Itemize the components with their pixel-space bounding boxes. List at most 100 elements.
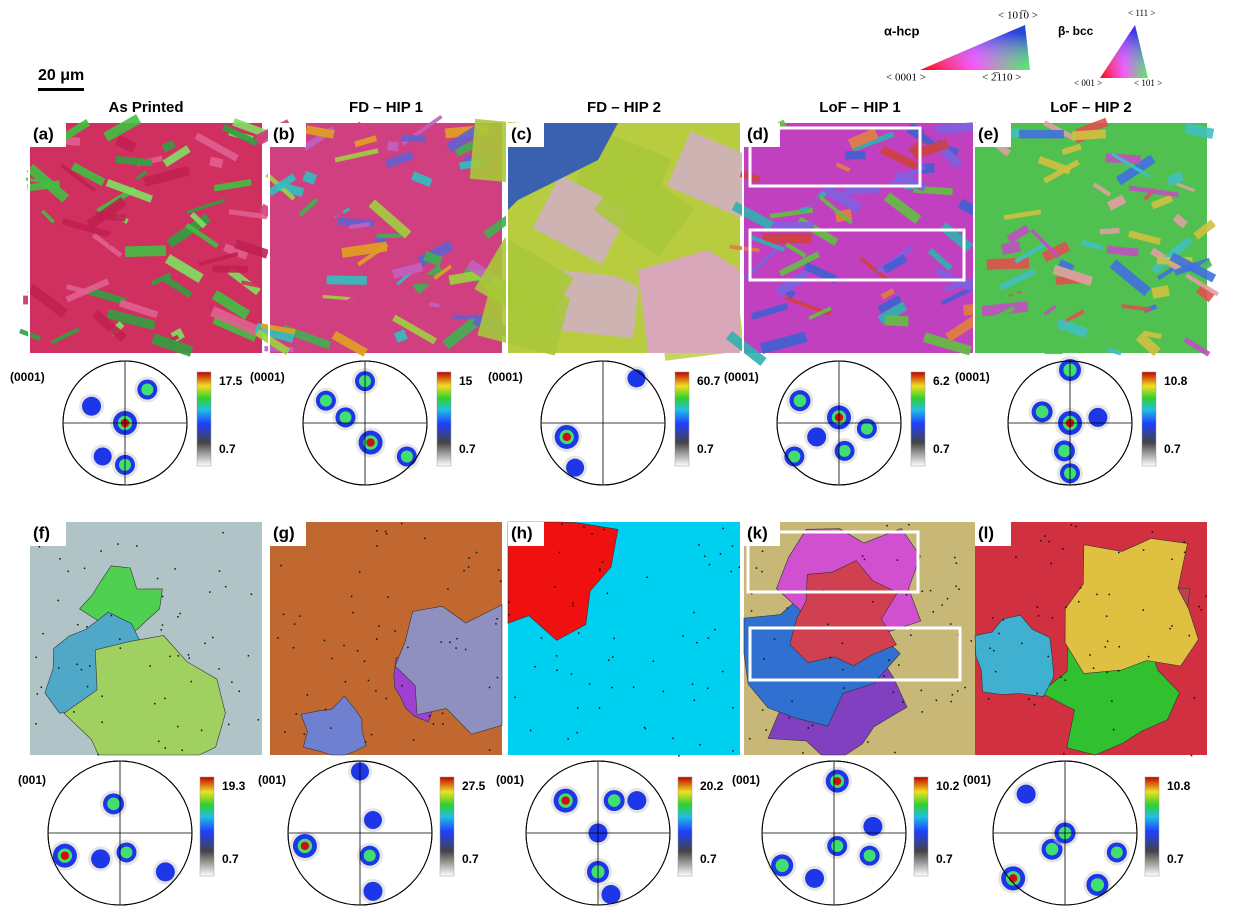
speck bbox=[386, 533, 388, 535]
pole-spot bbox=[776, 859, 789, 872]
color-bar-max: 19.3 bbox=[222, 779, 246, 793]
pole-spot bbox=[563, 433, 571, 441]
speck bbox=[843, 687, 845, 689]
ebsd-map bbox=[975, 522, 1207, 756]
speck bbox=[561, 523, 563, 525]
color-bar-max: 10.2 bbox=[936, 779, 960, 793]
speck bbox=[672, 738, 674, 740]
panel-label: (g) bbox=[273, 523, 295, 542]
beta-title: β- bcc bbox=[1058, 24, 1094, 38]
speck bbox=[762, 551, 764, 553]
grain bbox=[213, 265, 248, 272]
pole-figure bbox=[777, 361, 901, 485]
speck bbox=[283, 614, 285, 616]
speck bbox=[1201, 609, 1203, 611]
speck bbox=[299, 615, 301, 617]
grain bbox=[845, 151, 865, 160]
speck bbox=[331, 658, 333, 660]
speck bbox=[812, 725, 814, 727]
speck bbox=[330, 727, 332, 729]
speck bbox=[1118, 552, 1120, 554]
speck bbox=[1052, 617, 1054, 619]
speck bbox=[81, 669, 83, 671]
speck bbox=[788, 717, 790, 719]
column-title: As Printed bbox=[108, 99, 183, 116]
speck bbox=[225, 586, 227, 588]
speck bbox=[386, 698, 388, 700]
speck bbox=[209, 591, 211, 593]
speck bbox=[385, 531, 387, 533]
speck bbox=[277, 637, 279, 639]
speck bbox=[992, 617, 994, 619]
speck bbox=[351, 596, 353, 598]
panel-label: (a) bbox=[33, 124, 54, 143]
speck bbox=[57, 600, 59, 602]
pole-spot bbox=[401, 450, 413, 462]
beta-right: < 101 > bbox=[1134, 78, 1162, 88]
speck bbox=[950, 701, 952, 703]
panel-label: (b) bbox=[273, 124, 295, 143]
speck bbox=[765, 729, 767, 731]
color-bar-min: 0.7 bbox=[1164, 442, 1181, 456]
speck bbox=[295, 713, 297, 715]
speck bbox=[41, 687, 43, 689]
pole-spot bbox=[364, 811, 382, 829]
speck bbox=[893, 692, 895, 694]
panel-label: (c) bbox=[511, 124, 532, 143]
color-bar-min: 0.7 bbox=[936, 852, 953, 866]
speck bbox=[599, 707, 601, 709]
speck bbox=[101, 721, 103, 723]
speck bbox=[1093, 667, 1095, 669]
speck bbox=[248, 655, 250, 657]
color-bar bbox=[678, 777, 692, 876]
speck bbox=[407, 647, 409, 649]
panel-label: (e) bbox=[978, 124, 999, 143]
speck bbox=[324, 640, 326, 642]
speck bbox=[468, 557, 470, 559]
speck bbox=[371, 734, 373, 736]
speck bbox=[284, 731, 286, 733]
ebsd-map bbox=[19, 114, 273, 356]
speck bbox=[1106, 615, 1108, 617]
pole-label: (0001) bbox=[724, 370, 759, 384]
speck bbox=[212, 637, 214, 639]
speck bbox=[154, 703, 156, 705]
speck bbox=[698, 544, 700, 546]
speck bbox=[413, 739, 415, 741]
pole-figure bbox=[541, 361, 665, 485]
column-title: LoF – HIP 2 bbox=[1050, 99, 1131, 116]
speck bbox=[1028, 698, 1030, 700]
speck bbox=[508, 601, 510, 603]
pole-label: (001) bbox=[258, 773, 286, 787]
pole-spot bbox=[608, 794, 621, 807]
pole-label: (0001) bbox=[955, 370, 990, 384]
color-bar-min: 0.7 bbox=[462, 852, 479, 866]
map-clip-left bbox=[973, 120, 975, 356]
pole-label: (0001) bbox=[250, 370, 285, 384]
speck bbox=[1143, 609, 1145, 611]
speck bbox=[238, 691, 240, 693]
grain bbox=[1019, 130, 1064, 139]
pole-spot bbox=[141, 384, 153, 396]
speck bbox=[1184, 552, 1186, 554]
speck bbox=[1036, 693, 1038, 695]
pole-figure bbox=[303, 361, 427, 485]
speck bbox=[204, 643, 206, 645]
pole-spot bbox=[91, 849, 110, 868]
speck bbox=[231, 681, 233, 683]
panel-label: (h) bbox=[511, 523, 533, 542]
speck bbox=[1075, 526, 1077, 528]
speck bbox=[514, 697, 516, 699]
speck bbox=[603, 529, 605, 531]
speck bbox=[1044, 535, 1046, 537]
pole-spot bbox=[120, 846, 132, 858]
speck bbox=[1034, 704, 1036, 706]
speck bbox=[1107, 640, 1109, 642]
speck bbox=[1198, 606, 1200, 608]
speck bbox=[902, 701, 904, 703]
speck bbox=[181, 749, 183, 751]
speck bbox=[762, 709, 764, 711]
speck bbox=[1119, 646, 1121, 648]
pole-spot bbox=[366, 438, 374, 446]
speck bbox=[1040, 540, 1042, 542]
